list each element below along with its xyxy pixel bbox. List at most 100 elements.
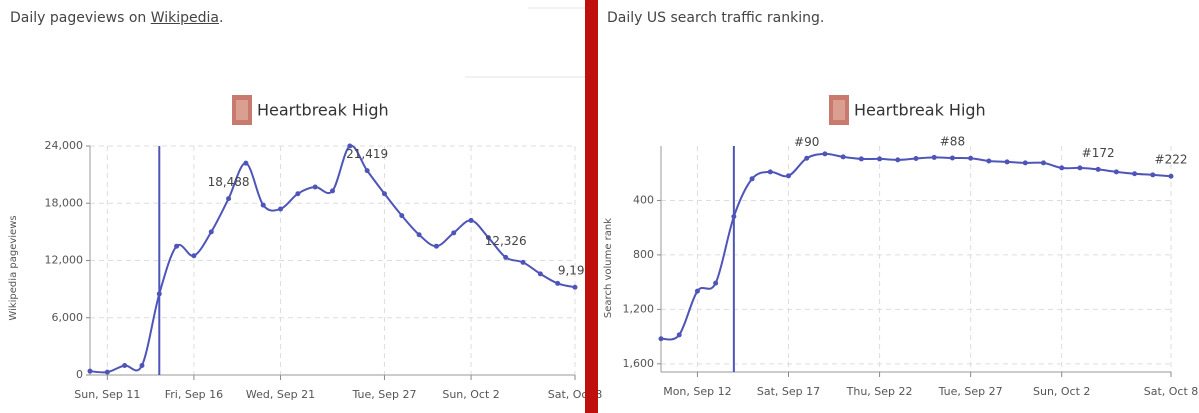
x-tick-label: Fri, Sep 16 (165, 388, 223, 401)
data-point (931, 154, 937, 160)
data-point (877, 156, 883, 162)
data-point (433, 243, 439, 249)
data-point (858, 156, 864, 162)
thumbnail-detail (833, 100, 845, 120)
data-point (330, 188, 335, 194)
data-point (537, 271, 543, 277)
chart-title: Heartbreak High (854, 101, 986, 120)
y-tick-label: 1,200 (623, 302, 655, 315)
data-point (822, 151, 828, 157)
data-point (658, 336, 664, 342)
data-label: #172 (1082, 146, 1115, 160)
x-tick-label: Sat, Oct 8 (1144, 385, 1199, 398)
data-point (968, 155, 974, 161)
thumbnail-detail (236, 100, 248, 120)
data-point (804, 155, 810, 161)
chart-title: Heartbreak High (257, 101, 389, 120)
data-point (104, 369, 110, 375)
data-point (485, 235, 491, 241)
y-tick-label: 18,000 (45, 196, 84, 209)
y-tick-label: 1,600 (623, 357, 655, 370)
x-tick-label: Sun, Oct 2 (1033, 385, 1090, 398)
data-point (1077, 165, 1083, 171)
data-point (468, 217, 474, 223)
data-point (156, 291, 162, 297)
data-point (122, 362, 128, 368)
data-point (278, 206, 284, 212)
data-point (520, 259, 526, 265)
caption: Daily pageviews on Wikipedia. (10, 10, 223, 26)
data-point (347, 143, 353, 149)
data-label: #88 (940, 134, 965, 148)
x-tick-label: Sun, Oct 2 (442, 388, 499, 401)
data-point (451, 230, 457, 236)
caption: Daily US search traffic ranking. (607, 10, 824, 26)
y-tick-label: 24,000 (45, 139, 84, 152)
data-point (312, 184, 318, 190)
data-point (260, 202, 266, 208)
data-label: #90 (794, 135, 819, 149)
data-point (139, 362, 145, 368)
x-tick-label: Thu, Sep 22 (846, 385, 913, 398)
caption-end: . (219, 10, 224, 26)
data-label: 12,326 (485, 234, 527, 248)
data-point (767, 169, 773, 175)
data-point (416, 232, 422, 238)
data-point (555, 280, 561, 286)
data-point (243, 160, 249, 166)
data-point (713, 280, 719, 286)
y-tick-label: 12,000 (45, 254, 84, 267)
data-point (381, 191, 387, 197)
data-point (1150, 172, 1156, 178)
y-tick-label: 800 (633, 248, 654, 261)
x-tick-label: Tue, Sep 27 (351, 388, 416, 401)
x-tick-label: Sat, Sep 17 (757, 385, 820, 398)
caption-text: Daily pageviews on (10, 10, 151, 26)
x-tick-label: Wed, Sep 21 (246, 388, 315, 401)
data-point (1004, 159, 1010, 165)
data-point (786, 173, 791, 179)
series-line (660, 152, 1172, 341)
data-point (895, 157, 901, 163)
y-tick-label: 400 (633, 193, 654, 206)
data-label: #222 (1155, 153, 1188, 167)
data-point (913, 156, 919, 162)
data-point (949, 155, 955, 161)
data-point (676, 332, 682, 338)
data-point (694, 288, 700, 294)
data-point (399, 213, 405, 219)
data-point (87, 368, 93, 374)
data-point (364, 168, 370, 174)
data-point (1132, 171, 1138, 177)
y-tick-label: 0 (76, 368, 83, 381)
data-point (840, 154, 846, 160)
x-tick-label: Sun, Sep 11 (74, 388, 140, 401)
data-point (295, 191, 301, 197)
y-axis-label: Search volume rank (603, 218, 614, 318)
data-point (1168, 173, 1174, 179)
divider-bar (585, 0, 598, 413)
x-tick-label: Tue, Sep 27 (938, 385, 1003, 398)
series-line (89, 144, 576, 374)
data-point (174, 243, 180, 249)
data-point (1022, 160, 1028, 166)
data-label: 18,488 (208, 175, 250, 189)
data-label: 9,197 (558, 264, 592, 278)
data-point (731, 214, 737, 220)
data-point (749, 176, 755, 182)
data-point (208, 229, 214, 235)
data-point (1059, 165, 1065, 171)
data-point (1041, 160, 1046, 166)
data-point (572, 284, 578, 290)
data-label: 21,419 (346, 147, 388, 161)
caption-text: Daily US search traffic ranking. (607, 10, 825, 26)
data-point (226, 196, 232, 202)
data-point (1095, 166, 1101, 172)
data-point (191, 253, 197, 259)
data-point (503, 254, 509, 260)
y-axis-label: Wikipedia pageviews (8, 215, 19, 320)
x-tick-label: Mon, Sep 12 (663, 385, 731, 398)
wikipedia-link[interactable]: Wikipedia (150, 10, 219, 26)
